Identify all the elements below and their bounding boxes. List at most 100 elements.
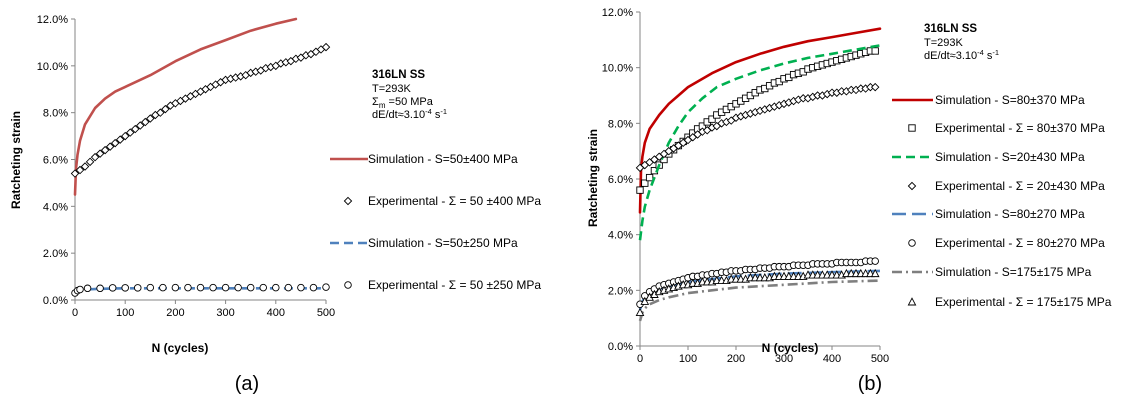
- data-point: [83, 284, 92, 293]
- legend-item: Experimental - Σ = 50 ±250 MPa: [344, 278, 541, 292]
- x-axis-label: N (cycles): [152, 341, 209, 355]
- x-axis-label: N (cycles): [762, 341, 819, 355]
- data-point: [708, 115, 716, 123]
- series-1: [636, 47, 879, 194]
- data-point: [159, 283, 167, 292]
- legend-marker: [907, 297, 917, 306]
- annotation-temperature: T=293K: [924, 37, 963, 49]
- legend-item: Simulation - S=80±270 MPa: [892, 207, 1085, 221]
- legend-item: Simulation - S=50±400 MPa: [330, 152, 518, 166]
- y-tick-label: 0.0%: [43, 295, 68, 307]
- data-point: [90, 152, 100, 162]
- y-tick-label: 0.0%: [608, 341, 633, 353]
- x-tick-label: 400: [823, 353, 841, 365]
- series-7: [635, 268, 880, 317]
- data-point: [125, 128, 135, 137]
- series-line: [73, 17, 298, 196]
- data-point: [70, 169, 80, 178]
- panel-label: (b): [858, 373, 882, 395]
- data-point: [141, 117, 150, 127]
- series-0: [638, 27, 882, 214]
- data-point: [121, 284, 129, 292]
- series-3: [71, 283, 330, 297]
- y-tick-label: 2.0%: [608, 285, 633, 297]
- data-point: [272, 283, 280, 292]
- data-point: [85, 157, 95, 167]
- series-1: [70, 42, 331, 178]
- legend-marker: [344, 281, 352, 289]
- y-tick-label: 8.0%: [608, 118, 633, 130]
- x-tick-label: 500: [317, 307, 335, 319]
- data-point: [95, 149, 105, 158]
- data-point: [196, 283, 205, 292]
- chart-panel-b: 0.0% 2.0% 4.0% 6.0% 8.0% 10.0% 12.0% 0 100 200 300…: [586, 7, 1112, 395]
- data-point: [146, 114, 155, 123]
- series-line: [638, 279, 881, 322]
- legend-label: Simulation - S=50±250 MPa: [368, 236, 518, 250]
- legend-marker: [908, 124, 916, 132]
- data-point: [115, 135, 125, 144]
- legend-item: Experimental - Σ = 80±270 MPa: [908, 236, 1105, 250]
- legend-item: Simulation - S=20±430 MPa: [892, 150, 1085, 164]
- x-tick-label: 0: [637, 353, 643, 365]
- y-tick-label: 12.0%: [602, 7, 633, 19]
- data-point: [641, 179, 649, 187]
- y-tick-label: 2.0%: [43, 248, 68, 260]
- data-point: [75, 165, 85, 175]
- data-point: [870, 268, 880, 278]
- data-point: [635, 307, 645, 317]
- x-tick-label: 400: [267, 307, 285, 319]
- x-tick-label: 200: [166, 307, 184, 319]
- series-5: [636, 257, 879, 309]
- data-point: [171, 283, 180, 292]
- annotation-material: 316LN SS: [924, 23, 977, 35]
- chart-panel-a: 0.0% 2.0% 4.0% 6.0% 8.0% 10.0% 12.0% 0 100 200 300…: [9, 14, 541, 395]
- legend: Simulation - S=80±370 MPa Experimental - …: [892, 93, 1112, 309]
- data-point: [76, 285, 84, 294]
- legend-marker: [343, 196, 353, 206]
- data-point: [161, 104, 170, 114]
- legend-label: Simulation - S=50±400 MPa: [368, 152, 518, 166]
- y-tick-label: 6.0%: [43, 155, 68, 167]
- data-point: [131, 124, 140, 134]
- data-point: [636, 186, 644, 194]
- x-tick-label: 0: [72, 307, 78, 319]
- data-point: [156, 108, 165, 117]
- legend-item: Experimental - Σ = 80±370 MPa: [908, 121, 1105, 135]
- plot-area: [70, 17, 331, 297]
- y-axis-label: Ratcheting strain: [9, 111, 23, 209]
- series-3: [635, 82, 880, 173]
- data-point: [133, 284, 142, 292]
- data-point: [221, 283, 230, 292]
- series-6: [638, 279, 881, 322]
- panel-label: (a): [235, 373, 259, 395]
- data-point: [80, 162, 90, 171]
- x-tick-label: 300: [216, 307, 234, 319]
- legend-label: Experimental - Σ = 80±270 MPa: [935, 236, 1105, 250]
- legend-label: Simulation - S=20±430 MPa: [935, 150, 1085, 164]
- legend: Simulation - S=50±400 MPa Experimental - …: [330, 152, 541, 292]
- x-tick-label: 500: [871, 353, 889, 365]
- legend-item: Simulation - S=80±370 MPa: [892, 93, 1085, 107]
- y-tick-label: 4.0%: [608, 230, 633, 242]
- data-point: [871, 47, 879, 55]
- legend-item: Experimental - Σ = 20±430 MPa: [907, 179, 1105, 193]
- legend-label: Simulation - S=80±270 MPa: [935, 207, 1085, 221]
- data-point: [120, 131, 130, 141]
- y-axis-label: Ratcheting strain: [586, 129, 600, 227]
- series-line: [638, 44, 881, 241]
- data-point: [96, 284, 104, 293]
- legend-marker: [908, 239, 916, 247]
- data-point: [146, 283, 155, 292]
- data-point: [108, 284, 117, 292]
- data-point: [322, 283, 330, 291]
- data-point: [110, 138, 120, 148]
- data-point: [234, 283, 242, 292]
- legend-label: Simulation - S=175±175 MPa: [935, 265, 1092, 279]
- data-point: [640, 296, 650, 305]
- series-2: [638, 44, 881, 241]
- legend-label: Experimental - Σ = 80±370 MPa: [935, 121, 1105, 135]
- legend-item: Experimental - Σ = 50 ±400 MPa: [343, 194, 541, 208]
